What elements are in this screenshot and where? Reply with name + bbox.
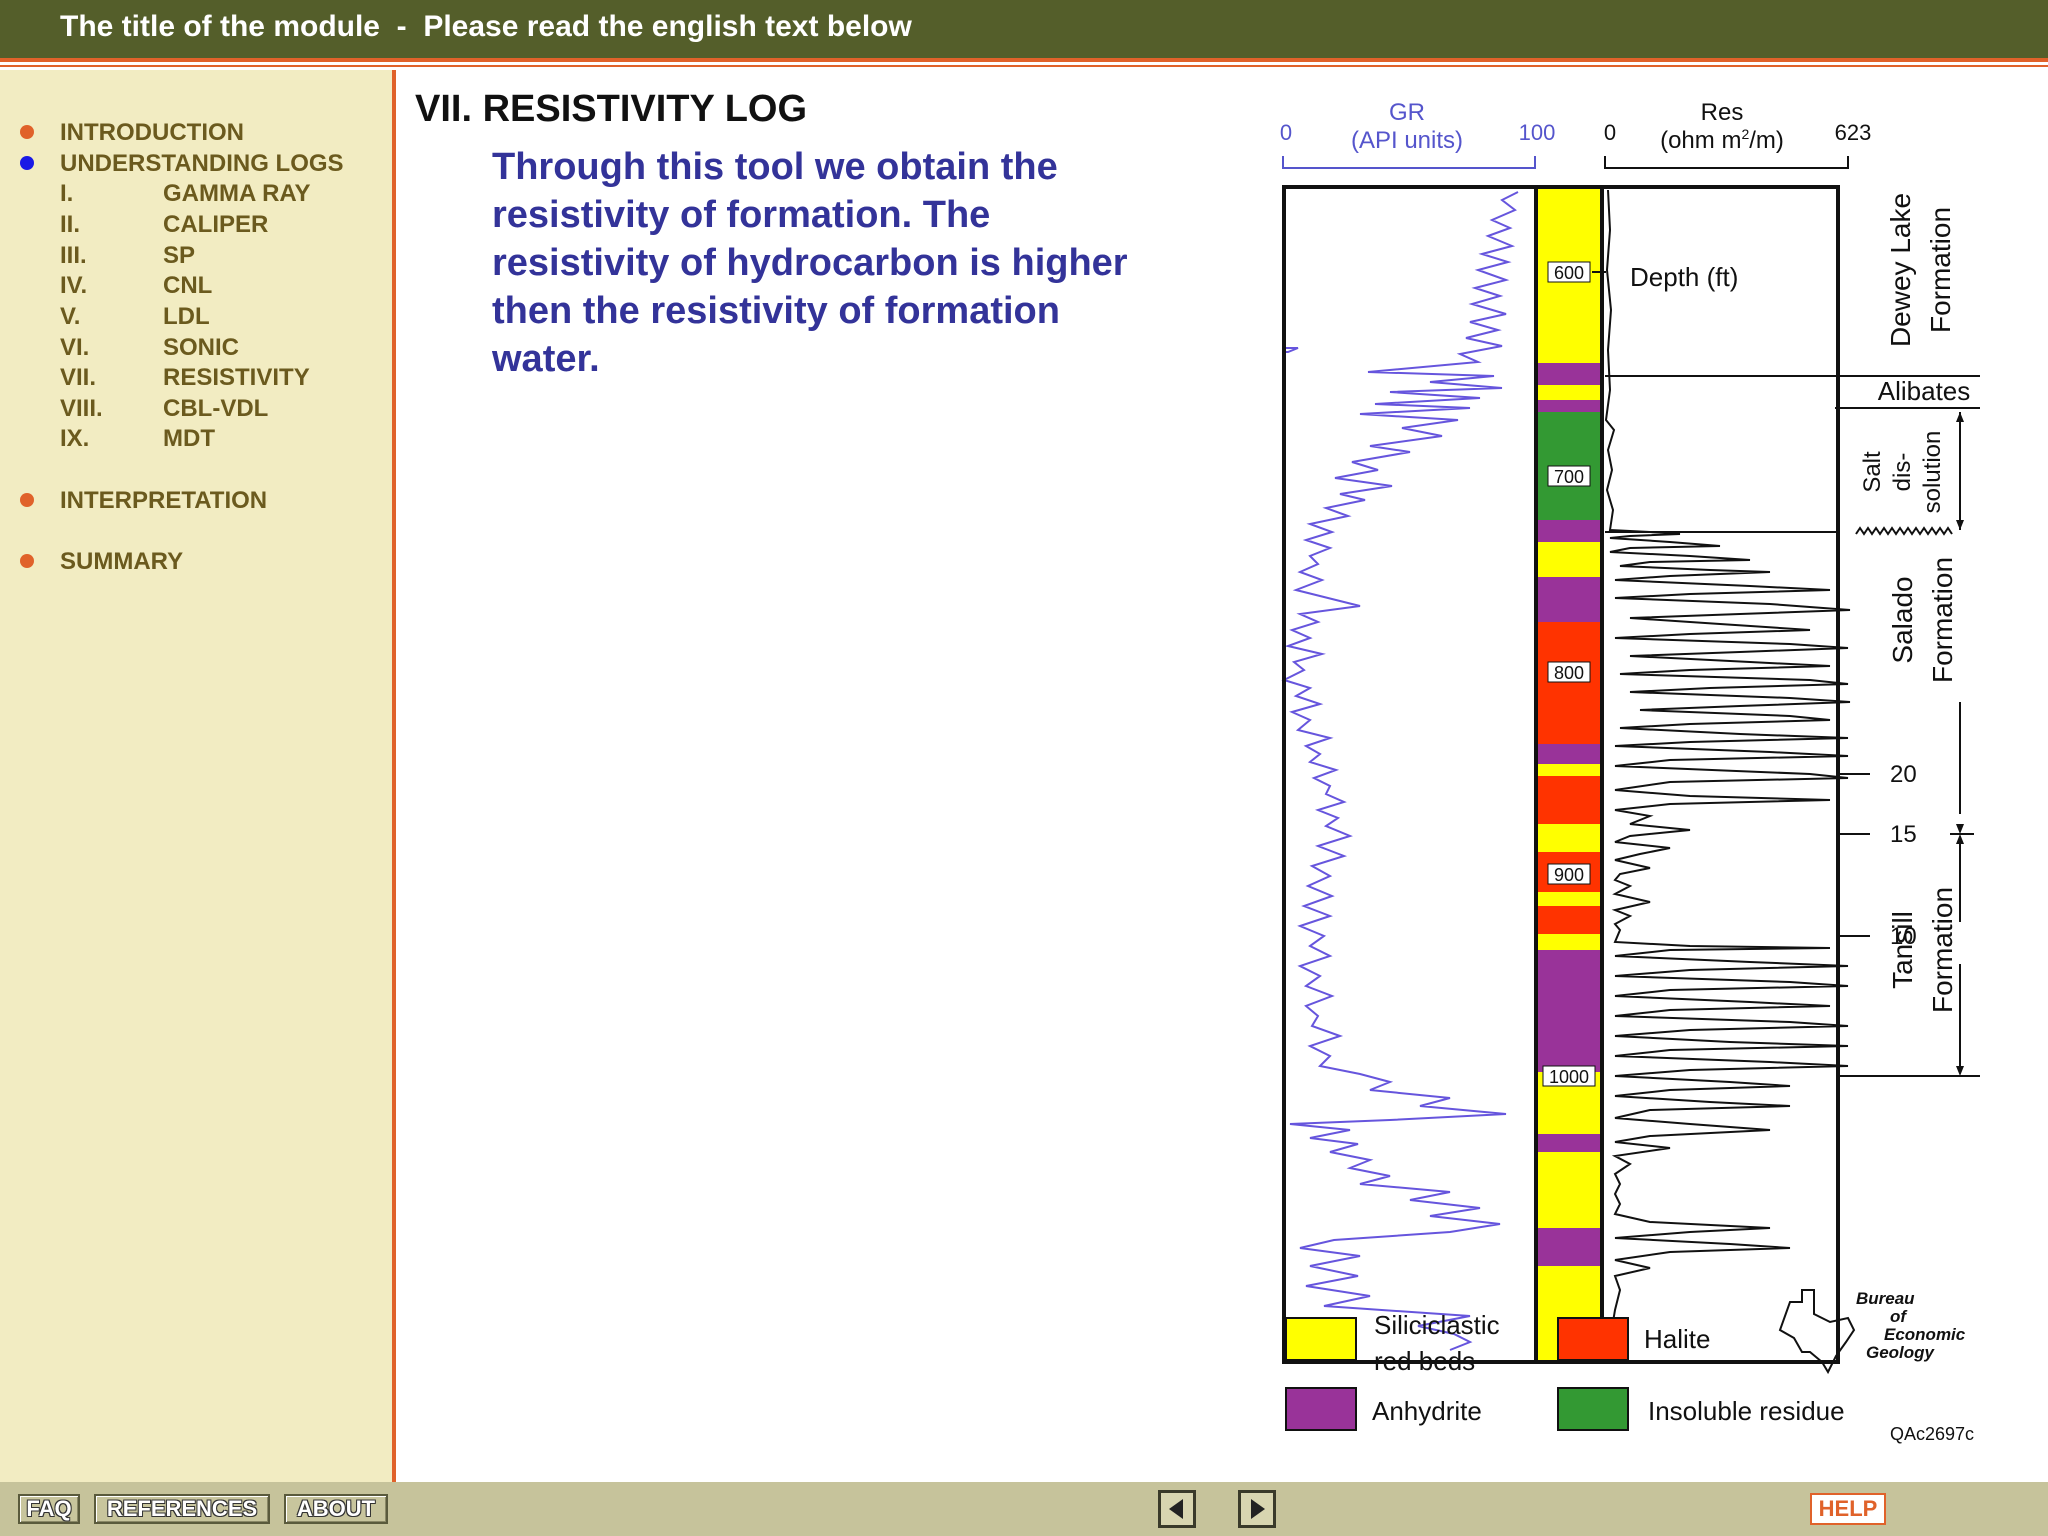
resistivity-curve: [1604, 189, 1851, 1361]
formation-salt: Salt: [1859, 451, 1886, 493]
log-number: VII.: [60, 364, 97, 391]
formation-salt-2: dis-: [1889, 453, 1916, 492]
res-scale-max: 623: [1835, 120, 1872, 145]
log-number: IX.: [60, 425, 90, 452]
gr-scale-min: 0: [1280, 120, 1292, 145]
depth-label-600: 600: [1554, 263, 1584, 283]
module-title: The title of the module - Please read th…: [60, 10, 912, 43]
log-number: IV.: [60, 272, 88, 299]
arrow-right-icon: [1251, 1499, 1265, 1519]
res-units: (ohm m2/m): [1660, 126, 1784, 154]
formation-salt-3: solution: [1919, 431, 1946, 514]
formation-boundaries: [1605, 375, 1980, 1077]
logo-text-economic: Economic: [1884, 1325, 1966, 1344]
legend-label-insoluble: Insoluble residue: [1648, 1396, 1845, 1426]
header-divider: [0, 58, 2048, 62]
res-scale-min: 0: [1604, 120, 1616, 145]
texas-icon: [1778, 1289, 1856, 1375]
log-number: II.: [60, 211, 81, 238]
title-bar: The title of the module - Please read th…: [0, 0, 2048, 58]
header-divider-thin: [0, 65, 2048, 67]
formation-salado-2: Formation: [1927, 557, 1958, 683]
log-label: CBL-VDL: [163, 395, 269, 422]
page-description: Through this tool we obtain the resistiv…: [492, 146, 1128, 380]
legend-swatch-anhydrite: [1285, 1387, 1357, 1431]
legend-label-anhydrite: Anhydrite: [1372, 1396, 1482, 1426]
res-title: Res: [1701, 99, 1744, 126]
log-label: RESISTIVITY: [163, 364, 310, 391]
faq-button[interactable]: FAQ: [18, 1494, 80, 1524]
formation-dewey-lake: Dewey Lake: [1885, 193, 1916, 347]
logo-text-geology: Geology: [1866, 1343, 1936, 1362]
figure-code: QAc2697c: [1890, 1424, 1974, 1444]
log-label: SP: [163, 242, 196, 269]
scale-mark-15: 15: [1890, 821, 1917, 848]
log-number: I.: [60, 180, 74, 207]
scale-mark-10: 10: [1890, 923, 1917, 950]
legend-label-halite: Halite: [1644, 1324, 1710, 1354]
log-number: VI.: [60, 334, 90, 361]
bullet-icon: [20, 156, 34, 170]
next-page-button[interactable]: [1238, 1490, 1276, 1528]
nav-understanding-logs[interactable]: UNDERSTANDING LOGS: [60, 150, 344, 177]
gamma-ray-curve: [1281, 191, 1519, 1351]
formation-dewey-lake-2: Formation: [1925, 207, 1956, 333]
legend-swatch-halite: [1557, 1317, 1629, 1361]
references-button[interactable]: REFERENCES: [94, 1494, 270, 1524]
bullet-icon: [20, 554, 34, 568]
log-number: VIII.: [60, 395, 103, 422]
about-button[interactable]: ABOUT: [284, 1494, 388, 1524]
legend-swatch-insoluble: [1557, 1387, 1629, 1431]
footer-toolbar: FAQ REFERENCES ABOUT HELP: [0, 1482, 2048, 1536]
log-label: CALIPER: [163, 211, 269, 238]
logo-text-bureau: Bureau: [1856, 1289, 1915, 1308]
lithology-legend: Siliciclastic red beds Halite Anhydrite …: [1285, 1310, 1845, 1431]
gr-units: (API units): [1351, 127, 1463, 154]
depth-label-1000: 1000: [1549, 1067, 1589, 1087]
page-title: VII. RESISTIVITY LOG: [415, 88, 808, 130]
legend-label-siliciclastic: Siliciclastic: [1374, 1310, 1500, 1340]
log-figure-svg: GR (API units) 0 100 Res (ohm m2/m) 0 62…: [1280, 99, 1980, 1444]
depth-label-800: 800: [1554, 663, 1584, 683]
arrow-left-icon: [1169, 1499, 1183, 1519]
gr-title: GR: [1389, 99, 1425, 126]
legend-swatch-siliciclastic: [1285, 1317, 1357, 1361]
log-label: SONIC: [163, 334, 240, 361]
depth-label: Depth (ft): [1630, 262, 1738, 292]
sidebar-nav: INTRODUCTION UNDERSTANDING LOGS I. GAMMA…: [0, 70, 392, 1482]
depth-marks: 600 700 800 900 1000: [1542, 261, 1596, 1087]
resistivity-log-figure: GR (API units) 0 100 Res (ohm m2/m) 0 62…: [1270, 90, 2010, 1450]
gr-scale-bracket: [1282, 156, 1536, 169]
log-number: III.: [60, 242, 87, 269]
legend-label-red-beds: red beds: [1374, 1346, 1475, 1376]
sidebar-divider: [392, 70, 396, 1482]
nav-summary[interactable]: SUMMARY: [60, 548, 184, 575]
depth-label-900: 900: [1554, 865, 1584, 885]
help-button[interactable]: HELP: [1810, 1493, 1886, 1525]
bureau-logo: Bureau of Economic Geology: [1778, 1289, 1966, 1375]
lithology-column: [1538, 188, 1600, 1360]
depth-label-700: 700: [1554, 467, 1584, 487]
nav-interpretation[interactable]: INTERPRETATION: [60, 487, 268, 514]
previous-page-button[interactable]: [1158, 1490, 1196, 1528]
bullet-icon: [20, 493, 34, 507]
res-scale-bracket: [1604, 156, 1849, 169]
gr-scale-max: 100: [1519, 120, 1556, 145]
nav-introduction[interactable]: INTRODUCTION: [60, 119, 244, 146]
bullet-icon: [20, 125, 34, 139]
log-number: V.: [60, 303, 81, 330]
log-label: CNL: [163, 272, 213, 299]
formation-salado: Salado: [1887, 576, 1918, 663]
logo-text-of: of: [1890, 1307, 1908, 1326]
log-label: GAMMA RAY: [163, 180, 311, 207]
log-label: MDT: [163, 425, 215, 452]
log-label: LDL: [163, 303, 210, 330]
formation-alibates: Alibates: [1878, 376, 1971, 406]
formation-tansill: Tansill: [1887, 911, 1918, 989]
formation-tansill-2: Formation: [1927, 887, 1958, 1013]
scale-mark-20: 20: [1890, 761, 1917, 788]
